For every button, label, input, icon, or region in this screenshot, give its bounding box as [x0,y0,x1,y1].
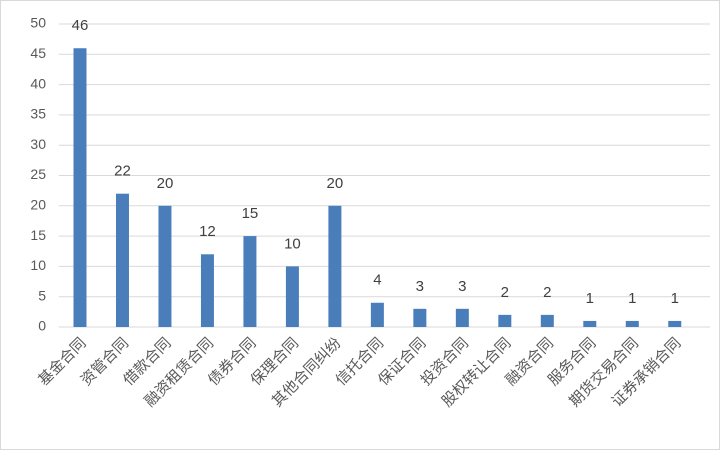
y-tick-label: 15 [30,227,46,243]
bar [455,308,469,327]
y-tick-label: 20 [30,197,46,213]
y-tick-label: 25 [30,166,46,182]
bar [328,205,342,327]
bar [73,48,87,328]
data-label: 46 [72,17,89,34]
y-tick-label: 40 [30,75,46,91]
bar [158,205,172,327]
bar [668,320,682,327]
y-tick-label: 35 [30,106,46,122]
data-label: 22 [114,163,131,180]
data-label: 1 [586,290,594,307]
bar [243,236,257,327]
data-label: 1 [628,290,636,307]
data-label: 20 [157,175,174,192]
data-label: 20 [327,175,344,192]
y-tick-label: 0 [38,318,46,334]
y-tick-label: 50 [30,15,46,31]
bar [583,320,597,327]
data-label: 3 [458,278,466,295]
bar [540,314,554,327]
y-tick-label: 10 [30,257,46,273]
bar [413,308,427,327]
bar [115,193,129,327]
data-label: 1 [671,290,679,307]
bar [370,302,384,327]
bar [625,320,639,327]
y-tick-label: 5 [38,287,46,303]
bar [200,254,214,327]
data-label: 10 [284,235,301,252]
y-tick-label: 45 [30,45,46,61]
bar [498,314,512,327]
y-tick-label: 30 [30,136,46,152]
bar [285,266,299,327]
data-label: 3 [416,278,424,295]
data-label: 4 [373,272,381,289]
data-label: 2 [543,284,551,301]
data-label: 2 [501,284,509,301]
data-label: 12 [199,223,216,240]
data-label: 15 [242,205,259,222]
